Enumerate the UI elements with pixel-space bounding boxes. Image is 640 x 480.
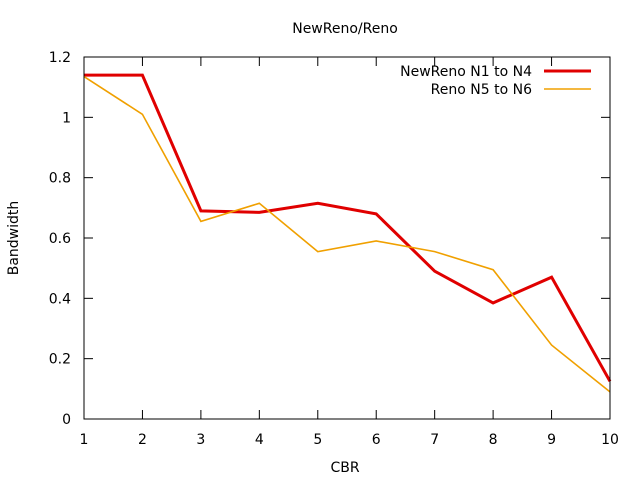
y-tick-label: 0.6 (49, 231, 71, 247)
legend: NewReno N1 to N4 Reno N5 to N6 (400, 64, 591, 98)
x-tick-label: 3 (196, 432, 205, 448)
x-tick-label: 10 (601, 432, 619, 448)
y-tick-label: 1.2 (49, 50, 71, 66)
y-tick-label: 0 (62, 412, 71, 428)
y-axis-title: Bandwidth (6, 201, 22, 276)
y-tick-label: 0.4 (49, 291, 71, 307)
y-tick-label: 0.8 (49, 171, 71, 187)
chart-title: NewReno/Reno (292, 21, 398, 37)
x-tick-label: 9 (547, 432, 556, 448)
legend-label-1: NewReno N1 to N4 (400, 64, 532, 80)
x-tick-label: 6 (372, 432, 381, 448)
series-lines (83, 73, 612, 393)
x-axis-title: CBR (330, 460, 359, 476)
x-tick-label: 8 (489, 432, 498, 448)
x-tick-label: 2 (138, 432, 147, 448)
y-tick-label: 0.2 (49, 352, 71, 368)
series-line-2 (83, 75, 611, 393)
y-tick-label: 1 (62, 110, 71, 126)
legend-label-2: Reno N5 to N6 (431, 82, 532, 98)
series-line-1 (84, 73, 612, 383)
plot-frame (83, 56, 611, 420)
x-tick-label: 1 (80, 432, 89, 448)
x-tick-label: 4 (255, 432, 264, 448)
x-tick-label: 5 (313, 432, 322, 448)
x-tick-label: 7 (430, 432, 439, 448)
